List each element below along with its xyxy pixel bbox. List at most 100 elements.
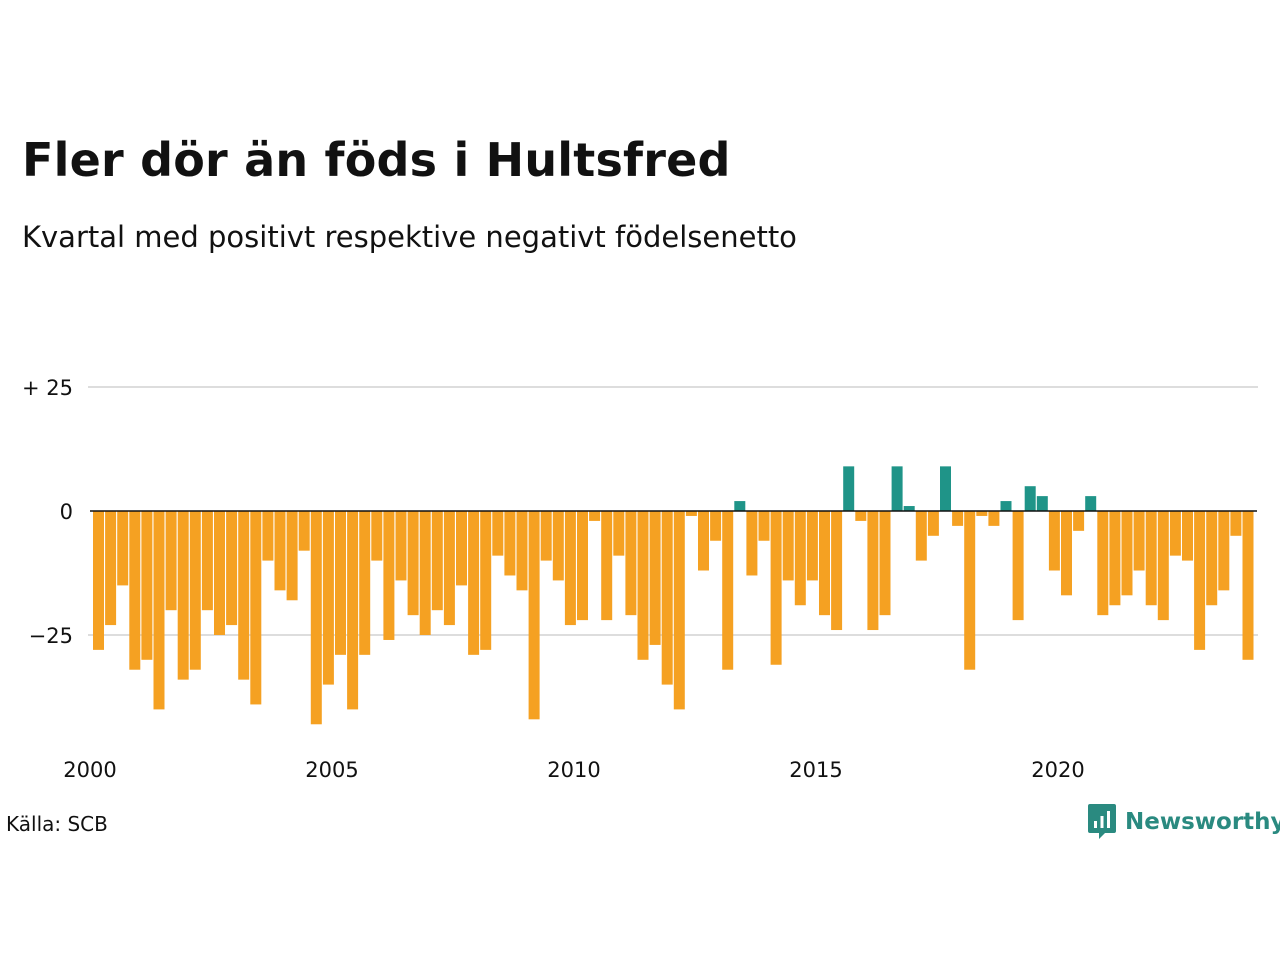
- bar-negative: [395, 511, 407, 581]
- bar-negative: [552, 511, 564, 581]
- bar-negative: [855, 511, 867, 521]
- bar-negative: [698, 511, 709, 571]
- bar-negative: [637, 511, 649, 660]
- bar-negative: [806, 511, 818, 581]
- bar-negative: [1073, 511, 1085, 531]
- bar-negative: [105, 511, 117, 626]
- bar-negative: [722, 511, 734, 670]
- bar-negative: [1194, 511, 1206, 650]
- bar-negative: [1242, 511, 1254, 660]
- bar-negative: [649, 511, 661, 645]
- bar-negative: [141, 511, 153, 660]
- y-axis-ticks: + 25 0 −25: [22, 376, 73, 648]
- bar-negative: [1109, 511, 1121, 606]
- bar-negative: [1169, 511, 1181, 556]
- bar-negative: [673, 511, 685, 710]
- bar-negative: [819, 511, 830, 616]
- chart-subtitle: Kvartal med positivt respektive negativt…: [22, 220, 797, 254]
- bar-negative: [504, 511, 516, 576]
- bar-negative: [165, 511, 177, 611]
- bar-positive: [1000, 501, 1012, 511]
- bar-negative: [431, 511, 443, 611]
- bar-negative: [794, 511, 806, 606]
- bar-negative: [613, 511, 625, 556]
- bar-negative: [456, 511, 467, 586]
- bar-negative: [468, 511, 480, 655]
- brand-name: Newsworthy: [1125, 809, 1280, 835]
- bar-negative: [322, 511, 334, 685]
- bar-negative: [238, 511, 250, 680]
- bar-negative: [1133, 511, 1145, 571]
- bar-negative: [952, 511, 964, 526]
- bar-negative: [286, 511, 298, 601]
- bar-negative: [746, 511, 758, 576]
- bar-negative: [1121, 511, 1133, 596]
- bar-positive: [903, 506, 915, 511]
- grid-lines: [88, 386, 1258, 636]
- bar-negative: [976, 511, 988, 516]
- y-tick-label: 0: [60, 500, 73, 524]
- bar-negative: [371, 511, 383, 561]
- bar-negative: [419, 511, 431, 635]
- bar-negative: [782, 511, 794, 581]
- bar-negative: [1097, 511, 1109, 616]
- bar-negative: [201, 511, 213, 611]
- bar-negative: [758, 511, 770, 541]
- bar-negative: [335, 511, 346, 655]
- bar-negative: [1048, 511, 1060, 571]
- source-note: Källa: SCB: [6, 812, 108, 836]
- bar-negative: [1145, 511, 1157, 606]
- bar-negative: [927, 511, 939, 536]
- bar-negative: [407, 511, 419, 616]
- x-tick-label: 2005: [305, 758, 358, 782]
- bar-negative: [1182, 511, 1193, 561]
- bar-negative: [625, 511, 637, 616]
- y-tick-label: −25: [29, 624, 73, 648]
- bar-positive: [1085, 496, 1097, 511]
- bar-positive: [1036, 496, 1048, 511]
- bar-negative: [770, 511, 782, 665]
- bar-negative: [129, 511, 141, 670]
- bar-negative: [310, 511, 322, 725]
- bar-negative: [383, 511, 395, 640]
- bar-negative: [117, 511, 129, 586]
- bar-negative: [564, 511, 576, 626]
- bar-positive: [1024, 486, 1036, 511]
- bar-negative: [661, 511, 673, 685]
- bar-negative: [250, 511, 262, 705]
- x-tick-label: 2020: [1031, 758, 1084, 782]
- bar-negative: [189, 511, 201, 670]
- x-tick-label: 2000: [63, 758, 116, 782]
- newsworthy-logo: Newsworthy: [1088, 803, 1280, 841]
- bar-negative: [298, 511, 310, 551]
- bar-negative: [153, 511, 165, 710]
- bar-positive: [940, 466, 951, 511]
- bar-negative: [831, 511, 843, 631]
- bar-positive: [843, 466, 855, 511]
- bar-negative: [577, 511, 588, 621]
- bar-negative: [347, 511, 359, 710]
- bar-negative: [879, 511, 891, 616]
- bar-negative: [480, 511, 492, 650]
- bar-negative: [262, 511, 274, 561]
- bar-negative: [274, 511, 286, 591]
- bar-negative: [1061, 511, 1072, 596]
- bar-negative: [1012, 511, 1024, 621]
- bar-negative: [867, 511, 879, 631]
- newsworthy-logo-icon: [1088, 804, 1116, 839]
- bar-negative: [589, 511, 601, 521]
- bar-negative: [1157, 511, 1169, 621]
- bars: [93, 466, 1254, 725]
- x-axis-ticks: 2000 2005 2010 2015 2020: [63, 758, 1084, 782]
- bar-negative: [443, 511, 455, 626]
- bar-negative: [528, 511, 540, 720]
- bar-negative: [915, 511, 927, 561]
- chart-title: Fler dör än föds i Hultsfred: [22, 133, 731, 187]
- bar-negative: [685, 511, 697, 516]
- bar-positive: [891, 466, 903, 511]
- bar-negative: [177, 511, 189, 680]
- bar-negative: [988, 511, 1000, 526]
- bar-negative: [710, 511, 722, 541]
- bar-positive: [734, 501, 746, 511]
